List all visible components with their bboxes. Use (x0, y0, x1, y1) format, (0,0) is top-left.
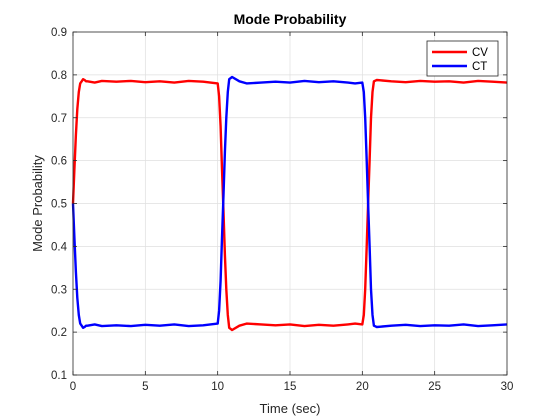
x-axis-label: Time (sec) (260, 401, 321, 416)
series-line-cv (71, 77, 508, 332)
x-tick-label: 5 (142, 381, 148, 393)
x-tick-label: 20 (356, 381, 369, 393)
y-tick-label: 0.3 (51, 284, 67, 296)
y-axis-label: Mode Probability (30, 155, 45, 252)
y-tick-labels: 0.1 0.2 0.3 0.4 0.5 0.6 0.7 0.8 0.9 (51, 27, 68, 382)
x-tick-label: 10 (211, 381, 224, 393)
y-tick-label: 0.1 (51, 370, 67, 382)
y-tick-label: 0.2 (51, 327, 67, 339)
y-tick-label: 0.7 (51, 113, 67, 125)
x-tick-label: 0 (70, 381, 76, 393)
grid (73, 32, 507, 375)
series-line-ct (71, 75, 508, 329)
legend-box (426, 40, 499, 77)
legend-label-cv: CV (472, 47, 488, 59)
y-tick-label: 0.4 (51, 241, 68, 253)
x-tick-labels: 0 5 10 15 20 25 30 (70, 381, 514, 393)
x-tick-label: 25 (428, 381, 441, 393)
y-tick-label: 0.8 (51, 70, 67, 82)
y-tick-label: 0.9 (51, 27, 67, 39)
ticks (72, 31, 508, 376)
legend: CV CT (426, 40, 499, 77)
y-tick-label: 0.6 (51, 156, 67, 168)
series-layer (71, 75, 508, 332)
legend-label-ct: CT (472, 61, 487, 73)
x-tick-label: 15 (284, 381, 297, 393)
y-tick-label: 0.5 (51, 199, 67, 211)
chart-title: Mode Probability (234, 11, 347, 27)
x-tick-label: 30 (501, 381, 514, 393)
